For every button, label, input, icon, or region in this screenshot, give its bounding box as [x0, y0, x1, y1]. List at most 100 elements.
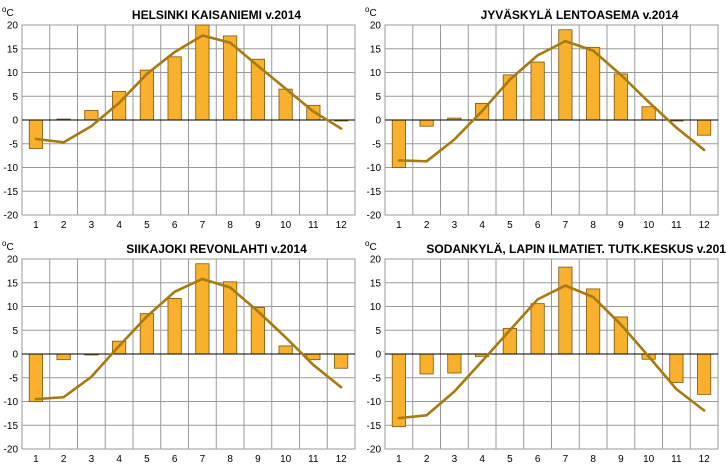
x-tick-label: 9 — [255, 220, 261, 231]
x-tick-label: 2 — [424, 220, 430, 231]
unit-label: oC — [2, 5, 14, 19]
bar-month-3 — [447, 353, 462, 374]
line-series — [34, 34, 343, 144]
y-tick-label: 20 — [370, 255, 382, 266]
y-tick-label: 10 — [370, 68, 382, 79]
bar-month-9 — [613, 316, 628, 355]
x-tick-label: 10 — [643, 220, 655, 231]
y-tick-label: 15 — [370, 44, 382, 55]
y-tick-label: 0 — [375, 350, 381, 361]
x-tick-label: 5 — [507, 454, 513, 465]
y-tick-label: -10 — [4, 397, 19, 408]
x-tick-label: 5 — [144, 454, 150, 465]
line-points — [398, 41, 705, 162]
bar-series — [28, 24, 349, 149]
y-tick-label: -15 — [4, 421, 19, 432]
y-tick-label: -5 — [372, 373, 381, 384]
x-tick-label: 3 — [452, 220, 458, 231]
bar-month-8 — [586, 46, 601, 121]
unit-label: oC — [2, 239, 14, 253]
x-tick-label: 7 — [200, 220, 206, 231]
y-tick-label: -5 — [9, 139, 18, 150]
bar-month-5 — [502, 74, 517, 121]
bar-month-7 — [558, 266, 573, 355]
bar-month-6 — [530, 303, 545, 355]
chart-title: SIIKAJOKI REVONLAHTI v.2014 — [126, 242, 307, 256]
bar-month-6 — [167, 56, 182, 121]
x-tick-label: 7 — [200, 454, 206, 465]
x-tick-label: 8 — [227, 220, 233, 231]
x-tick-label: 11 — [671, 454, 682, 465]
x-tick-label: 5 — [144, 220, 150, 231]
bar-month-1 — [391, 353, 406, 428]
bar-month-3 — [84, 110, 99, 121]
bar-month-8 — [223, 35, 238, 121]
x-tick-label: 9 — [255, 454, 261, 465]
x-tick-label: 2 — [424, 454, 430, 465]
chart-title: HELSINKI KAISANIEMI v.2014 — [132, 8, 301, 22]
unit-label: oC — [365, 5, 377, 19]
y-tick-label: 20 — [370, 21, 382, 32]
x-tick-label: 10 — [643, 454, 655, 465]
line-points — [398, 285, 705, 419]
bar-month-2 — [419, 353, 434, 375]
y-tick-label: 10 — [7, 68, 19, 79]
x-tick-label: 10 — [280, 454, 292, 465]
x-tick-label: 6 — [535, 454, 541, 465]
line-points — [35, 35, 342, 143]
x-tick-label: 11 — [308, 454, 319, 465]
x-tick-label: 11 — [671, 220, 682, 231]
y-tick-label: 10 — [370, 302, 382, 313]
x-tick-label: 2 — [61, 454, 67, 465]
y-tick-label: -10 — [367, 163, 382, 174]
bar-month-12 — [697, 119, 712, 136]
y-tick-label: -20 — [4, 445, 19, 456]
x-tick-label: 5 — [507, 220, 513, 231]
x-tick-label: 9 — [618, 220, 624, 231]
y-tick-label: -20 — [4, 211, 19, 222]
y-tick-label: 5 — [375, 92, 381, 103]
bar-month-1 — [28, 353, 43, 402]
y-tick-label: 15 — [7, 44, 19, 55]
y-tick-label: -15 — [367, 421, 382, 432]
y-tick-label: 5 — [375, 326, 381, 337]
chart-title: SODANKYLÄ, LAPIN ILMATIET. TUTK.KESKUS v… — [426, 241, 726, 256]
y-tick-label: 20 — [7, 21, 19, 32]
line-series — [397, 284, 706, 420]
x-tick-label: 3 — [452, 454, 458, 465]
y-tick-label: -20 — [367, 445, 382, 456]
bar-series — [391, 266, 712, 428]
line-points — [35, 278, 342, 400]
x-tick-label: 12 — [699, 220, 711, 231]
x-tick-label: 12 — [699, 454, 711, 465]
bar-month-10 — [641, 106, 656, 121]
y-tick-label: 20 — [7, 255, 19, 266]
y-tick-label: 15 — [370, 278, 382, 289]
y-tick-label: 10 — [7, 302, 19, 313]
x-tick-label: 11 — [308, 220, 319, 231]
y-tick-label: -20 — [367, 211, 382, 222]
chart-title: JYVÄSKYLÄ LENTOASEMA v.2014 — [481, 7, 679, 22]
x-tick-label: 8 — [590, 220, 596, 231]
bar-month-6 — [530, 61, 545, 121]
x-tick-label: 6 — [535, 220, 541, 231]
x-tick-label: 10 — [280, 220, 292, 231]
x-tick-label: 7 — [563, 454, 569, 465]
x-tick-label: 4 — [479, 220, 485, 231]
bar-month-2 — [56, 353, 71, 361]
x-tick-label: 1 — [396, 454, 402, 465]
bar-month-5 — [502, 327, 517, 355]
bar-month-10 — [278, 345, 293, 355]
x-tick-label: 12 — [336, 454, 348, 465]
x-tick-label: 4 — [116, 220, 122, 231]
y-tick-label: 0 — [12, 116, 18, 127]
bar-month-11 — [669, 353, 684, 383]
y-tick-label: -15 — [367, 187, 382, 198]
x-tick-label: 1 — [33, 454, 39, 465]
y-tick-label: -5 — [9, 373, 18, 384]
x-tick-label: 8 — [590, 454, 596, 465]
